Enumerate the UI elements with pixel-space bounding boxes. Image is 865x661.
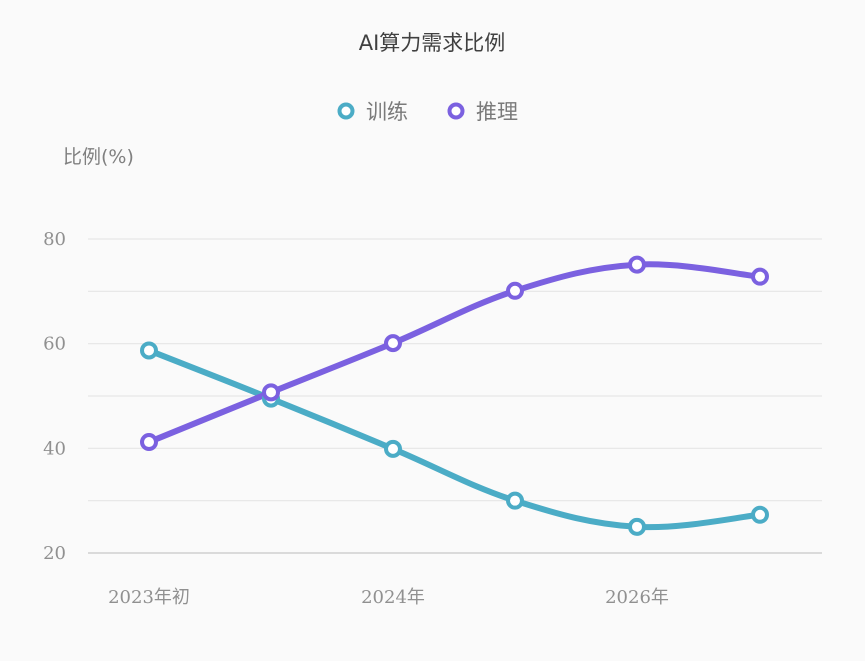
data-point-s0-0[interactable] [140, 341, 158, 360]
series-points [140, 255, 769, 536]
data-point-s0-2[interactable] [384, 439, 402, 458]
grid-lines [88, 238, 822, 502]
x-tick-label: 2024年 [361, 587, 425, 608]
data-point-s1-2[interactable] [384, 334, 402, 353]
data-point-s1-0[interactable] [140, 433, 158, 452]
data-point-s1-4[interactable] [628, 255, 646, 274]
x-axis-ticks: 2023年初 2024年 2026年 [108, 587, 669, 608]
data-point-s0-3[interactable] [506, 491, 524, 510]
x-tick-label: 2023年初 [108, 587, 190, 608]
y-tick-label: 40 [43, 438, 66, 459]
y-tick-label: 20 [43, 543, 66, 564]
x-tick-label: 2026年 [605, 587, 669, 608]
chart-legend: 训练 推理 [337, 100, 519, 124]
data-point-s1-3[interactable] [506, 281, 524, 300]
chart-title: AI算力需求比例 [359, 31, 506, 55]
legend-marker-training [337, 102, 355, 120]
y-tick-label: 80 [43, 229, 66, 250]
data-point-s1-5[interactable] [751, 267, 769, 286]
data-point-s0-5[interactable] [751, 505, 769, 524]
series-line-1 [146, 261, 763, 446]
data-point-s0-4[interactable] [628, 517, 646, 536]
legend-item-inference[interactable]: 推理 [447, 100, 519, 124]
series-line-0 [146, 347, 763, 531]
legend-marker-inference [447, 102, 465, 120]
legend-label-inference: 推理 [476, 100, 518, 124]
data-point-s1-1[interactable] [262, 383, 280, 402]
y-tick-label: 60 [43, 334, 66, 355]
y-axis-ticks: 20 40 60 80 [43, 229, 66, 564]
legend-label-training: 训练 [366, 100, 408, 124]
y-axis-label: 比例(%) [63, 146, 134, 168]
legend-item-training[interactable]: 训练 [337, 100, 409, 124]
series-lines [146, 261, 763, 531]
